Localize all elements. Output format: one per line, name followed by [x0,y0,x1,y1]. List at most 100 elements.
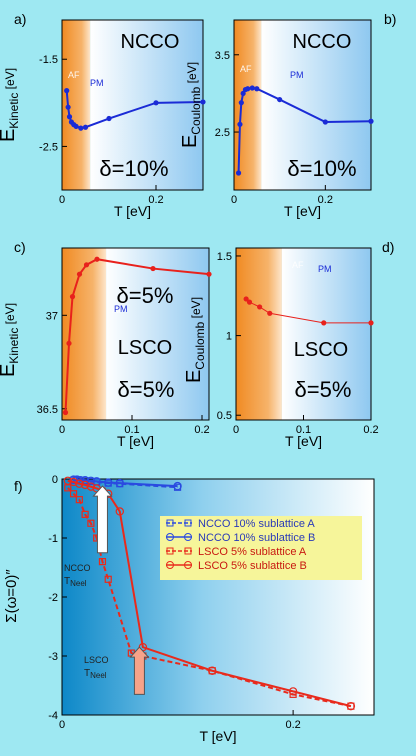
pm-region [261,20,371,190]
y-tick-label: 0 [52,474,58,486]
data-point [322,119,328,125]
x-tick-label: 0.2 [148,194,163,206]
data-point [238,100,244,106]
y-axis-label: ECoulomb [eV] [179,62,203,148]
pm-region [281,248,371,420]
legend-marker [166,533,174,541]
data-point [368,320,374,326]
legend-box [160,516,362,580]
data-point [245,86,251,92]
y-axis-label: ECoulomb [eV] [183,297,207,383]
data-point [200,99,206,105]
data-point [82,124,89,130]
data-point [150,265,156,272]
data-point [75,479,84,488]
data-point [66,114,73,120]
panel-label: a) [14,11,26,27]
charts-layer: 00.2-1.5-2.5a)T [eV]EKinetic [eV]AFPMNCC… [0,11,396,744]
af-region [62,20,91,190]
data-point [235,170,242,176]
data-point [78,125,84,131]
data-point [321,320,327,326]
data-point [98,557,107,566]
annotation-tneel: TNeel [84,668,107,680]
data-point [257,304,263,310]
y-tick-label: -1.5 [39,54,58,66]
y-tick-label: 37 [46,310,58,322]
pm-label: PM [90,78,104,88]
data-point [62,409,69,416]
x-tick-label: 0 [59,719,65,731]
af-region [62,248,107,420]
x-tick-label: 0 [233,424,239,436]
y-tick-label: -1 [48,533,58,545]
data-point [243,296,249,302]
plot-frame [61,19,204,191]
data-point [106,115,112,122]
x-tick-label: 0.1 [296,424,311,436]
tneel-arrow [129,646,150,695]
data-point [104,575,112,583]
legend-marker [184,519,192,527]
y-tick-label: 2.5 [215,127,230,139]
af-region [236,248,282,420]
doping-label-upper: δ=5% [117,283,174,308]
plot-background [62,479,374,715]
af-label: AF [112,305,124,315]
material-label: NCCO [121,31,180,53]
data-point [69,477,78,487]
data-point [86,476,96,485]
data-point [87,519,95,527]
data-point [173,481,182,491]
data-point [86,482,96,491]
annotation-tneel: TNeel [64,576,87,588]
data-point [69,490,78,498]
x-tick-label: 0 [59,424,65,436]
y-tick-label: 1.5 [217,251,232,263]
data-point [66,340,72,346]
doping-label: δ=5% [118,377,175,402]
data-point [76,271,83,277]
data-point [64,88,70,94]
x-tick-label: 0.1 [124,424,139,436]
y-tick-label: 36.5 [37,404,58,416]
data-point [104,478,113,487]
y-axis-label: EKinetic [eV] [0,68,21,142]
plot-frame [61,247,210,421]
legend-marker [184,561,192,569]
data-point [81,510,89,518]
data-point [63,476,72,485]
data-point [277,96,283,103]
data-point [69,294,76,300]
data-point [237,121,243,127]
doping-label: δ=10% [99,156,168,181]
material-label: NCCO [293,31,352,53]
x-tick-label: 0.2 [194,424,209,436]
plot-frame [233,19,372,191]
data-point [368,118,374,124]
pm-label: PM [318,264,332,274]
legend-entry: LSCO 5% sublattice B [198,560,307,572]
data-point [346,701,356,711]
data-point [94,256,100,262]
x-tick-label: 0.2 [285,719,300,731]
y-axis-label: EKinetic [eV] [0,303,21,377]
legend-marker [166,547,174,555]
y-tick-label: -4 [48,710,58,722]
material-label: LSCO [294,339,348,361]
legend-marker [166,561,174,569]
x-tick-label: 0 [231,194,237,206]
data-point [83,262,90,268]
y-tick-label: -3 [48,651,58,663]
data-point [208,666,217,675]
y-tick-label: 1 [226,331,232,343]
af-label: AF [68,70,80,80]
legend-marker [166,519,174,527]
y-tick-label: -2.5 [39,141,58,153]
y-tick-label: 3.5 [215,50,230,62]
data-point [240,90,246,97]
y-tick-label: -2 [48,592,58,604]
doping-label: δ=10% [287,156,356,181]
panel-label: c) [14,239,26,255]
